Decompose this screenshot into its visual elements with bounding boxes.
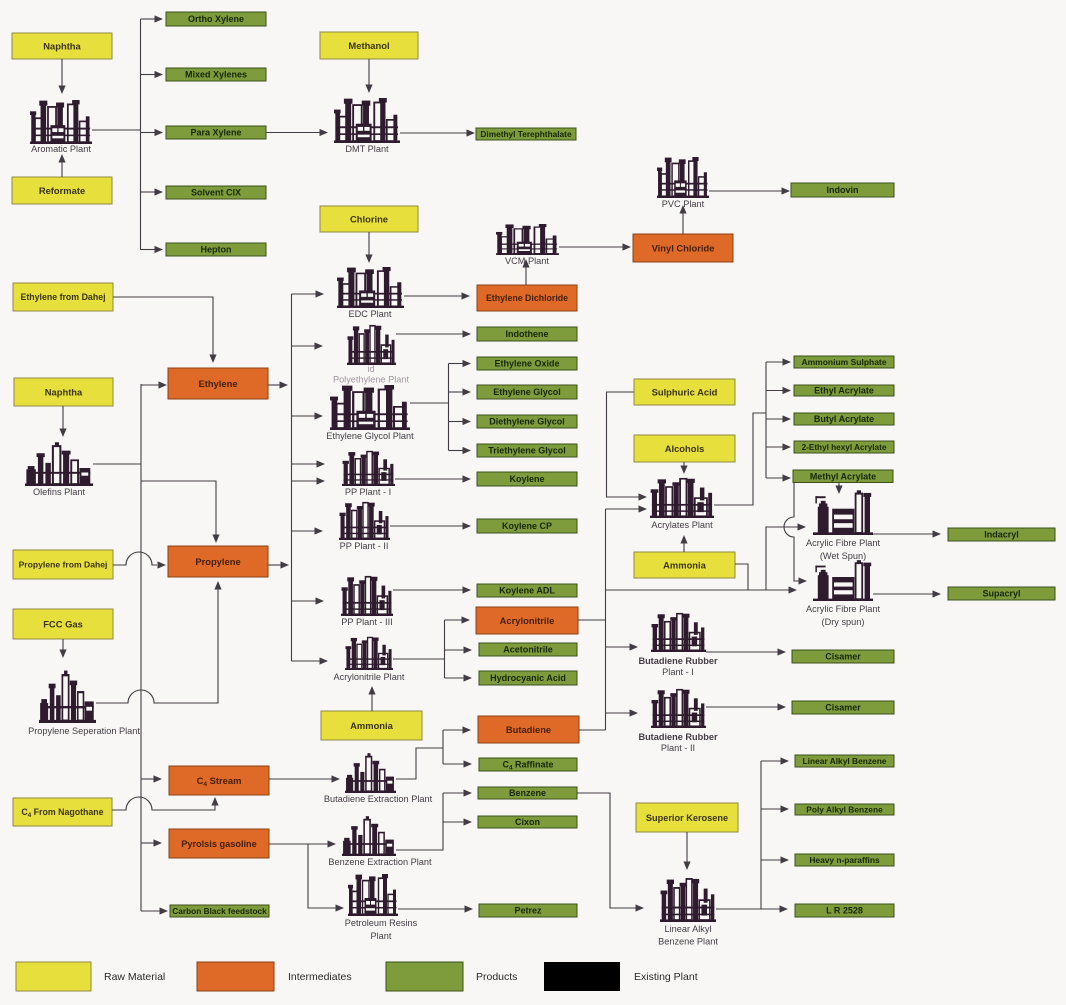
svg-text:Plant - I: Plant - I — [662, 667, 694, 677]
svg-text:Acrylonitrile: Acrylonitrile — [500, 615, 555, 626]
svg-text:Diethylene Glycol: Diethylene Glycol — [489, 417, 565, 427]
svg-text:Acrylates Plant: Acrylates Plant — [651, 520, 713, 530]
svg-text:Koylene: Koylene — [509, 474, 544, 484]
svg-text:Propylene: Propylene — [195, 556, 240, 567]
svg-text:Ethylene from Dahej: Ethylene from Dahej — [20, 292, 105, 302]
svg-text:Methyl Acrylate: Methyl Acrylate — [810, 472, 876, 482]
svg-text:Plant: Plant — [371, 931, 392, 941]
svg-text:Plant - II: Plant - II — [661, 743, 695, 753]
svg-text:Carbon Black feedstock: Carbon Black feedstock — [172, 906, 267, 916]
svg-text:Para Xylene: Para Xylene — [190, 128, 241, 138]
svg-text:Butadiene: Butadiene — [506, 724, 551, 735]
svg-text:Butadiene Rubber: Butadiene Rubber — [638, 732, 718, 742]
svg-text:Naphtha: Naphtha — [43, 40, 81, 51]
svg-text:PVC Plant: PVC Plant — [662, 199, 705, 209]
svg-text:Existing Plant: Existing Plant — [634, 971, 698, 983]
svg-text:Koylene CP: Koylene CP — [502, 521, 552, 531]
svg-text:Raw Material: Raw Material — [104, 971, 165, 983]
svg-text:FCC Gas: FCC Gas — [43, 618, 83, 629]
svg-text:Ammonium Sulphate: Ammonium Sulphate — [801, 357, 886, 367]
svg-text:Ammonia: Ammonia — [350, 720, 394, 731]
svg-text:Acrylic Fibre Plant: Acrylic Fibre Plant — [806, 604, 880, 614]
svg-text:Aromatic Plant: Aromatic Plant — [31, 144, 91, 154]
svg-text:Pyrolsis gasoline: Pyrolsis gasoline — [181, 839, 257, 849]
svg-text:Linear Alkyl: Linear Alkyl — [665, 924, 712, 934]
svg-text:Butyl Acrylate: Butyl Acrylate — [814, 414, 874, 424]
svg-text:Ethyl Acrylate: Ethyl Acrylate — [814, 386, 874, 396]
svg-text:Acrylic Fibre Plant: Acrylic Fibre Plant — [806, 538, 880, 548]
svg-text:Products: Products — [476, 971, 517, 983]
svg-text:Supacryl: Supacryl — [982, 589, 1020, 599]
svg-text:Petrez: Petrez — [514, 906, 542, 916]
svg-text:Indovin: Indovin — [827, 185, 859, 195]
svg-text:C4 Stream: C4 Stream — [197, 775, 242, 788]
svg-text:C4 Raffinate: C4 Raffinate — [502, 760, 553, 772]
svg-text:Triethylene Glycol: Triethylene Glycol — [488, 446, 566, 456]
svg-text:2-Ethyl hexyl Acrylate: 2-Ethyl hexyl Acrylate — [802, 443, 887, 452]
svg-text:DMT Plant: DMT Plant — [345, 144, 389, 154]
svg-text:Petroleum Resins: Petroleum Resins — [345, 918, 418, 928]
svg-text:Benzene Plant: Benzene Plant — [658, 937, 718, 947]
svg-text:Cisamer: Cisamer — [825, 652, 861, 662]
svg-text:Ethylene: Ethylene — [198, 378, 237, 389]
svg-text:Acetonitrile: Acetonitrile — [503, 645, 553, 655]
svg-text:(Dry spun): (Dry spun) — [822, 617, 865, 627]
svg-text:Solvent CIX: Solvent CIX — [191, 188, 241, 198]
svg-text:Alcohols: Alcohols — [665, 443, 705, 454]
svg-text:Ethylene Oxide: Ethylene Oxide — [494, 359, 559, 369]
svg-text:(Wet Spun): (Wet Spun) — [820, 551, 866, 561]
svg-text:Koylene ADL: Koylene ADL — [499, 586, 555, 596]
svg-text:Ethylene Glycol: Ethylene Glycol — [493, 387, 561, 397]
svg-text:Ethylene Glycol Plant: Ethylene Glycol Plant — [326, 431, 414, 441]
svg-text:Ammonia: Ammonia — [663, 559, 707, 570]
svg-text:Hepton: Hepton — [201, 245, 232, 255]
svg-text:Propylene Seperation Plant: Propylene Seperation Plant — [28, 726, 140, 736]
svg-text:Benzene: Benzene — [509, 788, 546, 798]
svg-text:id: id — [367, 364, 374, 374]
svg-text:EDC Plant: EDC Plant — [349, 309, 392, 319]
svg-text:Acrylonitrile Plant: Acrylonitrile Plant — [334, 672, 405, 682]
svg-text:Indothene: Indothene — [506, 329, 549, 339]
svg-text:Ortho Xylene: Ortho Xylene — [188, 14, 244, 24]
svg-text:L R 2528: L R 2528 — [826, 906, 863, 916]
svg-text:PP Plant - I: PP Plant - I — [345, 487, 391, 497]
svg-text:Olefins Plant: Olefins Plant — [33, 487, 86, 497]
svg-text:Intermediates: Intermediates — [288, 971, 352, 983]
svg-text:Sulphuric Acid: Sulphuric Acid — [652, 386, 718, 397]
svg-text:Ethylene Dichloride: Ethylene Dichloride — [486, 293, 568, 303]
svg-text:C4 From Nagothane: C4 From Nagothane — [21, 807, 103, 819]
svg-text:Heavy n-paraffins: Heavy n-paraffins — [809, 855, 880, 865]
svg-text:Vinyl Chloride: Vinyl Chloride — [652, 242, 715, 253]
svg-text:Mixed Xylenes: Mixed Xylenes — [185, 70, 247, 80]
svg-text:Methanol: Methanol — [348, 40, 389, 51]
svg-text:Cisamer: Cisamer — [825, 703, 861, 713]
svg-text:Benzene Extraction Plant: Benzene Extraction Plant — [328, 857, 432, 867]
svg-text:Butadiene Extraction Plant: Butadiene Extraction Plant — [324, 794, 433, 804]
svg-text:Hydrocyanic Acid: Hydrocyanic Acid — [490, 673, 566, 683]
svg-text:Dimethyl Terephthalate: Dimethyl Terephthalate — [480, 129, 572, 139]
svg-text:Poly Alkyl Benzene: Poly Alkyl Benzene — [806, 805, 883, 815]
svg-text:Superior Kerosene: Superior Kerosene — [646, 813, 728, 823]
svg-text:Naphtha: Naphtha — [45, 386, 83, 397]
svg-text:PP Plant - II: PP Plant - II — [340, 541, 389, 551]
svg-text:Cixon: Cixon — [515, 817, 540, 827]
svg-text:Chlorine: Chlorine — [350, 213, 388, 224]
svg-text:Linear Alkyl Benzene: Linear Alkyl Benzene — [803, 756, 887, 766]
svg-text:PP Plant - III: PP Plant - III — [341, 617, 392, 627]
svg-text:Reformate: Reformate — [39, 185, 85, 196]
svg-text:Propylene from Dahej: Propylene from Dahej — [19, 560, 108, 570]
svg-text:Butadiene Rubber: Butadiene Rubber — [638, 656, 718, 666]
svg-text:Polyethylene Plant: Polyethylene Plant — [333, 375, 410, 385]
svg-text:VCM Plant: VCM Plant — [505, 256, 549, 266]
svg-text:Indacryl: Indacryl — [984, 530, 1019, 540]
